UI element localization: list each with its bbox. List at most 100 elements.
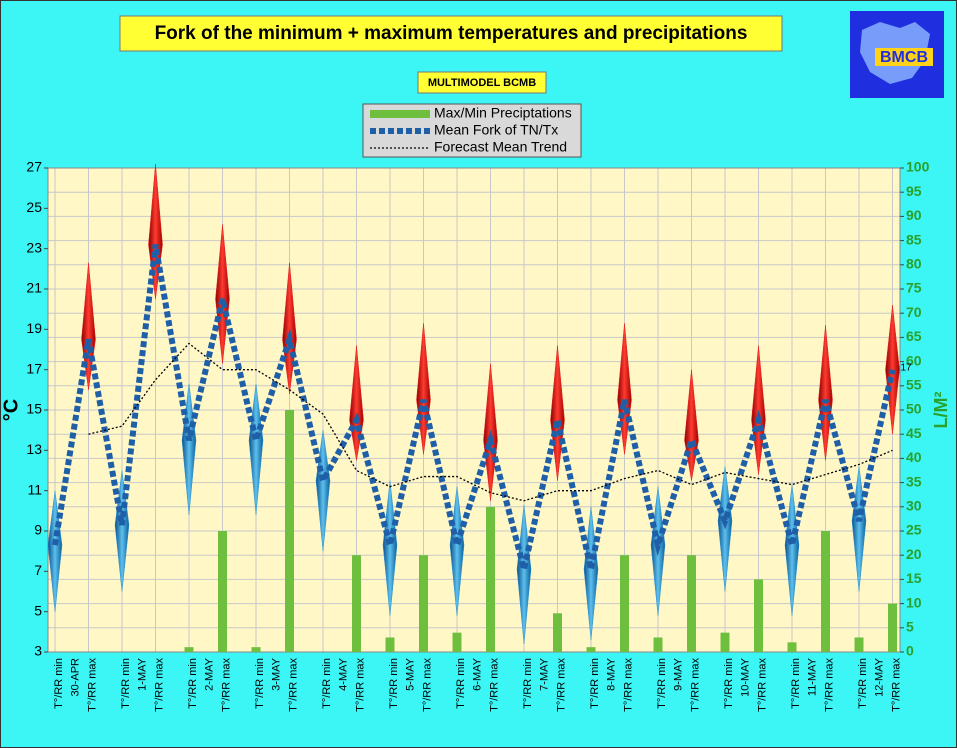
y2-tick-label: 85 [906, 231, 922, 247]
x-tick-label: T°/RR min [589, 658, 601, 709]
subtitle-box [417, 71, 547, 94]
date-label: 10-MAY [740, 657, 752, 697]
title-box [119, 15, 783, 52]
y2-tick-label: 30 [906, 498, 922, 514]
y2-tick-label: 70 [906, 304, 922, 320]
x-tick-label: T°/RR max [622, 658, 634, 712]
y2-axis-label: L/M² [931, 392, 951, 429]
date-label: 5-MAY [405, 657, 417, 690]
y-tick-label: 9 [34, 522, 42, 538]
y2-tick-label: 95 [906, 183, 922, 199]
date-label: 6-MAY [472, 657, 484, 690]
mean-fork-line [52, 244, 896, 571]
x-tick-label: T°/RR max [421, 658, 433, 712]
y-tick-label: 25 [26, 199, 42, 215]
legend-label: Forecast Mean Trend [434, 139, 567, 155]
x-tick-label: T°/RR max [220, 658, 232, 712]
precip-bar [720, 632, 730, 652]
y2-tick-label: 45 [906, 425, 922, 441]
y2-tick-label: 65 [906, 328, 922, 344]
precip-bar [687, 555, 696, 652]
precip-bar [888, 603, 897, 652]
x-tick-label: T°/RR min [321, 658, 333, 709]
x-tick-label: T°/RR max [890, 658, 902, 712]
fork-diamond [885, 305, 900, 435]
y-tick-label: 11 [27, 481, 42, 497]
fork-diamond [550, 345, 565, 481]
y-tick-label: 7 [34, 562, 42, 578]
x-tick-label: T°/RR min [656, 658, 668, 709]
precip-bar [285, 410, 294, 652]
x-tick-label: T°/RR max [756, 658, 768, 712]
y2-tick-label: 80 [906, 256, 922, 272]
x-tick-label: T°/RR max [354, 658, 366, 712]
logo-band [875, 48, 933, 66]
date-label: 12-MAY [874, 657, 886, 697]
y2-tick-label: 60 [906, 352, 922, 368]
y2-tick-label: 0 [906, 643, 914, 659]
y2-tick-label: 25 [906, 522, 922, 538]
x-tick-label: T°/RR min [455, 658, 467, 709]
x-tick-label: T°/RR max [287, 658, 299, 712]
date-label: 8-MAY [606, 657, 618, 690]
precip-bar [821, 531, 830, 652]
date-label: 9-MAY [673, 657, 685, 690]
x-tick-label: T°/RR max [689, 658, 701, 712]
date-label: 3-MAY [271, 657, 283, 690]
x-tick-label: T°/RR min [187, 658, 199, 709]
y2-tick-label: 20 [906, 546, 922, 562]
precip-bar [486, 506, 495, 652]
y-axis-label: °C [0, 399, 22, 421]
precip-bar [385, 637, 395, 652]
precip-bar [452, 632, 462, 652]
y-tick-label: 23 [26, 239, 42, 255]
x-tick-label: T°/RR max [153, 658, 165, 712]
y-tick-label: 3 [34, 643, 42, 659]
date-label: 30-APR [70, 658, 82, 697]
x-tick-label: T°/RR min [388, 658, 400, 709]
x-tick-label: T°/RR max [86, 658, 98, 712]
precip-bar [419, 555, 428, 652]
precip-bar [218, 531, 227, 652]
date-label: 2-MAY [204, 657, 216, 690]
x-tick-label: T°/RR max [555, 658, 567, 712]
y-tick-label: 5 [34, 602, 42, 618]
x-tick-label: T°/RR min [254, 658, 266, 709]
fork-diamond [215, 224, 230, 364]
precip-bar [184, 647, 194, 652]
y2-tick-label: 55 [906, 377, 922, 393]
y-tick-label: 19 [26, 320, 42, 336]
date-label: 1-MAY [137, 657, 149, 690]
x-tick-label: T°/RR min [857, 658, 869, 709]
x-tick-label: T°/RR min [53, 658, 65, 709]
precip-bar [754, 579, 763, 652]
y2-tick-label: 90 [906, 207, 922, 223]
trend-line [88, 342, 893, 502]
precip-bar [553, 613, 562, 652]
y2-tick-label: 75 [906, 280, 922, 296]
precip-bar [854, 637, 864, 652]
y-tick-label: 13 [26, 441, 42, 457]
y2-tick-label: 5 [906, 619, 914, 635]
y-tick-label: 27 [26, 159, 42, 175]
end-value-label: 17 [901, 362, 913, 373]
fork-diamond [751, 345, 766, 475]
precip-bar [352, 555, 361, 652]
legend-label: Max/Min Preciptations [434, 105, 572, 121]
x-tick-label: T°/RR min [723, 658, 735, 709]
y2-tick-label: 35 [906, 473, 922, 489]
y2-tick-label: 50 [906, 401, 922, 417]
precip-bar [653, 637, 663, 652]
x-tick-label: T°/RR min [120, 658, 132, 709]
date-label: 4-MAY [338, 657, 350, 690]
logo-text: BMCB [880, 49, 928, 66]
precip-bar [586, 647, 596, 652]
y2-tick-label: 10 [906, 594, 922, 610]
precip-bar [620, 555, 629, 652]
y-tick-label: 15 [26, 401, 42, 417]
legend-swatch [370, 110, 430, 118]
x-tick-label: T°/RR min [522, 658, 534, 709]
date-label: 11-MAY [807, 657, 819, 696]
